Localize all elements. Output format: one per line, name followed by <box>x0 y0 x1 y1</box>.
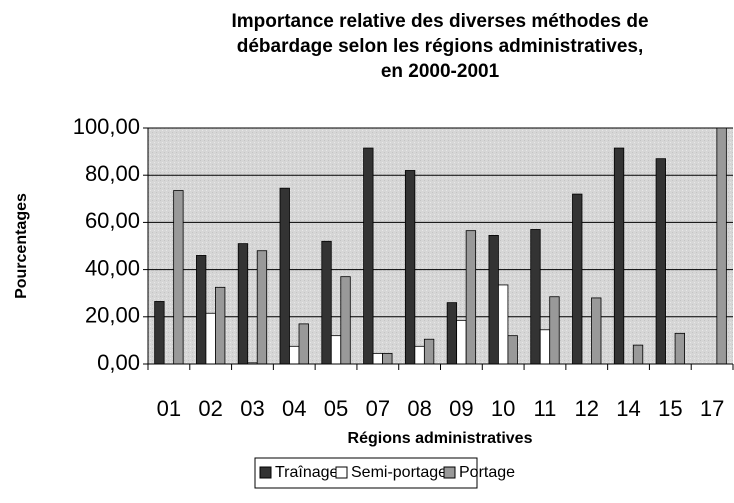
legend-swatch <box>335 466 348 479</box>
x-tick-label: 04 <box>282 396 306 421</box>
bar <box>498 284 509 365</box>
bar <box>279 187 290 365</box>
x-tick-label: 11 <box>534 396 557 421</box>
y-tick-label: 40,00 <box>85 255 140 280</box>
legend-swatch <box>443 466 456 479</box>
chart-title: en 2000-2001 <box>381 61 500 82</box>
x-tick-label: 08 <box>407 396 431 421</box>
plot-area <box>148 128 733 364</box>
bar <box>414 345 425 365</box>
legend-label: Portage <box>459 464 515 481</box>
x-tick-label: 14 <box>616 396 640 421</box>
bar <box>404 170 416 365</box>
bar <box>215 286 226 365</box>
y-tick-label: 60,00 <box>85 208 140 233</box>
bar <box>591 297 602 365</box>
bar <box>655 158 666 365</box>
bar <box>321 240 332 365</box>
x-tick-label: 07 <box>366 396 390 421</box>
bar <box>488 234 499 365</box>
bar <box>382 352 393 365</box>
bar <box>674 332 685 365</box>
x-tick-label: 10 <box>491 396 515 421</box>
bar <box>372 352 383 365</box>
bar <box>549 296 560 365</box>
bar <box>539 329 551 365</box>
bar <box>340 276 351 365</box>
x-tick-label: 09 <box>449 396 473 421</box>
bar <box>363 147 374 365</box>
bar <box>716 127 727 365</box>
legend <box>254 457 478 489</box>
x-tick-label: 05 <box>324 396 348 421</box>
bar <box>205 312 216 365</box>
bar <box>507 335 518 365</box>
y-tick-label: 80,00 <box>85 161 140 186</box>
bar <box>330 335 342 365</box>
bar <box>613 147 625 365</box>
y-tick-label: 20,00 <box>85 303 140 328</box>
bar <box>289 345 300 365</box>
x-axis-title: Régions administratives <box>348 430 533 447</box>
y-tick-label: 100,00 <box>73 114 140 139</box>
chart-title: Importance relative des diverses méthode… <box>231 11 648 32</box>
bar <box>196 255 207 365</box>
x-tick-label: 12 <box>575 396 599 421</box>
bar <box>446 302 458 365</box>
x-tick-label: 02 <box>198 396 222 421</box>
legend-swatch <box>259 466 272 479</box>
bar <box>154 301 165 365</box>
bar <box>237 243 249 365</box>
y-axis-title: Pourcentages <box>13 193 30 299</box>
bar <box>423 338 435 365</box>
x-tick-label: 17 <box>700 396 724 421</box>
bar <box>456 319 467 365</box>
chart-title: débardage selon les régions administrati… <box>237 36 644 57</box>
bar <box>632 344 644 365</box>
bar <box>530 229 541 365</box>
x-tick-label: 01 <box>157 396 181 421</box>
legend-label: Traînage <box>275 464 339 481</box>
bar <box>465 230 477 365</box>
legend-label: Semi-portage <box>351 464 447 481</box>
y-tick-label: 0,00 <box>97 350 140 375</box>
bar <box>298 323 309 365</box>
x-tick-label: 15 <box>658 396 682 421</box>
bar <box>173 190 184 365</box>
bar <box>572 193 583 365</box>
bar <box>256 250 268 365</box>
x-tick-label: 03 <box>240 396 264 421</box>
